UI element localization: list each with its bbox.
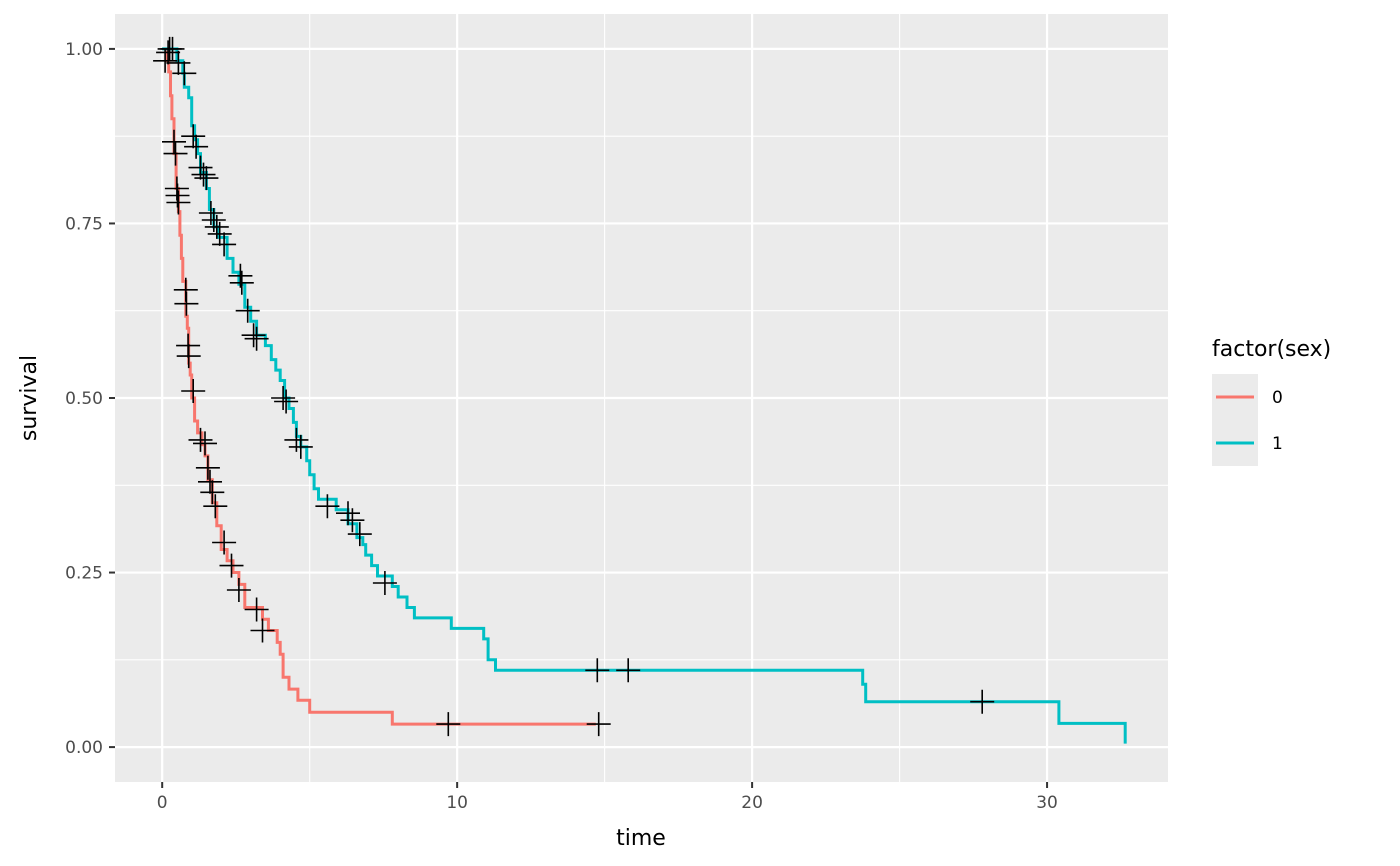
censor-mark <box>204 214 229 239</box>
y-tick-label: 0.00 <box>65 738 103 758</box>
censor-mark <box>166 190 191 215</box>
censor-mark <box>244 597 269 622</box>
censor-mark <box>198 201 223 225</box>
censor-mark <box>274 389 299 414</box>
censor-mark <box>241 323 266 348</box>
y-tick-label: 0.25 <box>65 564 103 584</box>
censor-mark <box>212 530 237 555</box>
censor-mark <box>181 379 206 403</box>
censor-mark <box>372 571 397 595</box>
legend-keys-background <box>1212 374 1258 466</box>
censor-mark <box>436 712 461 737</box>
censor-mark <box>315 494 340 519</box>
censor-mark <box>156 40 181 65</box>
censor-mark <box>181 124 206 149</box>
series-line-1 <box>162 47 1127 744</box>
censor-mark <box>201 208 226 232</box>
censor-mark <box>212 232 237 257</box>
censor-mark <box>219 553 244 578</box>
censor-mark <box>195 455 220 480</box>
y-tick-label: 0.75 <box>65 214 103 234</box>
censor-mark <box>616 658 641 683</box>
y-tick-label: 1.00 <box>65 40 103 60</box>
censor-mark <box>207 221 232 246</box>
legend: factor(sex) 01 <box>1212 337 1331 466</box>
censor-mark <box>228 263 253 288</box>
censor-mark <box>184 134 209 159</box>
x-tick-label: 30 <box>1036 793 1058 813</box>
censor-mark <box>194 166 219 191</box>
censor-mark <box>340 508 365 533</box>
x-axis: 0 10 20 30 <box>157 782 1058 813</box>
censor-mark <box>288 434 313 459</box>
censor-mark <box>166 50 191 75</box>
x-tick-label: 10 <box>446 793 468 813</box>
censor-marks <box>153 36 995 737</box>
censor-mark <box>198 469 222 494</box>
censor-mark <box>226 578 251 602</box>
censor-mark <box>188 155 213 180</box>
censor-mark <box>163 141 188 166</box>
censor-mark <box>271 386 296 410</box>
y-tick-label: 0.50 <box>65 389 103 409</box>
censor-mark <box>284 427 309 452</box>
legend-title: factor(sex) <box>1212 337 1331 362</box>
y-axis: 0.00 0.25 0.50 0.75 1.00 <box>65 40 115 758</box>
censor-mark <box>585 658 610 683</box>
censor-mark <box>191 162 216 187</box>
censor-mark <box>193 431 217 456</box>
censor-mark <box>970 689 995 714</box>
x-tick-label: 20 <box>741 793 763 813</box>
censor-mark <box>176 344 201 369</box>
censor-mark <box>165 183 190 208</box>
censor-mark <box>250 618 275 643</box>
censor-mark <box>188 427 213 452</box>
censor-mark <box>229 270 254 295</box>
censor-mark <box>174 291 199 316</box>
x-tick-label: 0 <box>157 793 168 813</box>
censor-mark <box>203 494 228 519</box>
censor-mark <box>244 326 269 351</box>
censor-mark <box>200 480 225 505</box>
censor-mark <box>160 36 185 61</box>
censor-mark <box>586 712 611 737</box>
legend-label-1: 1 <box>1272 434 1283 454</box>
y-axis-title: survival <box>17 355 42 441</box>
legend-label-0: 0 <box>1272 388 1283 408</box>
censor-mark <box>347 522 372 547</box>
x-axis-title: time <box>616 826 666 851</box>
censor-mark <box>336 501 360 526</box>
censor-mark <box>172 61 197 86</box>
legend-items: 01 <box>1216 388 1283 454</box>
censor-mark <box>235 298 260 323</box>
censor-mark <box>162 129 186 154</box>
